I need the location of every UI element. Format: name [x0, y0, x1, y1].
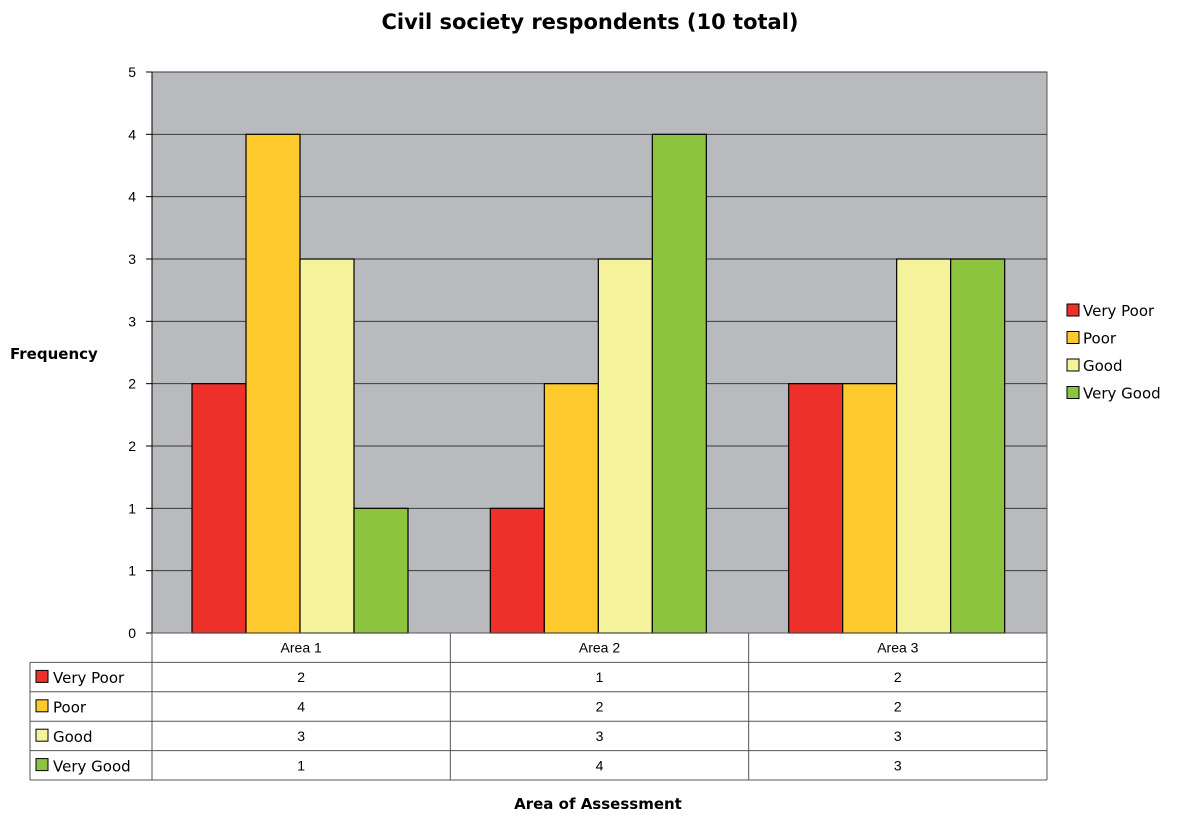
y-tick-label: 5	[128, 64, 136, 80]
legend-label: Good	[1083, 357, 1123, 375]
x-tick-label: Area 3	[877, 640, 918, 656]
y-tick-label: 1	[128, 563, 136, 579]
legend-swatch	[1066, 386, 1080, 399]
legend-label: Very Good	[1083, 385, 1161, 403]
bar	[651, 133, 707, 634]
x-tick-label: Area 2	[579, 640, 620, 656]
table-cell-value: 2	[596, 699, 604, 715]
y-tick-label: 4	[128, 126, 136, 142]
legend-swatch	[1066, 358, 1080, 372]
bars	[191, 133, 1006, 634]
table-cell-value: 3	[894, 757, 902, 773]
table-cell-value: 2	[894, 699, 902, 715]
y-tick-label: 3	[128, 251, 136, 267]
table-cell-value: 3	[297, 728, 305, 744]
table-legend-swatch	[35, 669, 49, 683]
bar	[842, 383, 898, 634]
table-cell-value: 1	[297, 757, 305, 773]
x-tick-label: Area 1	[281, 640, 322, 656]
table-row-label: Good	[53, 728, 93, 746]
y-tick-label: 2	[128, 438, 136, 454]
table-legend-swatch	[35, 699, 49, 713]
table-cell-value: 3	[894, 728, 902, 744]
table-cell-value: 1	[596, 669, 604, 685]
y-axis-ticks: 0 1 1 2 2 3 3 4 4 5	[128, 64, 152, 641]
table-cell-value: 4	[596, 757, 604, 773]
data-table: Area 1 Area 2 Area 3 Very Poor 2 1 2 Poor 4 2 2 Goo…	[29, 632, 1048, 781]
legend: Very Poor Poor Good Very Good	[1066, 302, 1161, 403]
table-cell-value: 2	[297, 669, 305, 685]
legend-swatch	[1066, 303, 1080, 317]
chart-title: Civil society respondents (10 total)	[381, 10, 798, 34]
bar	[896, 258, 952, 634]
legend-swatch	[1066, 331, 1080, 344]
bar	[543, 383, 599, 634]
y-axis-title: Frequency	[10, 345, 98, 363]
bar	[489, 507, 545, 634]
bar	[299, 258, 355, 634]
bar	[788, 383, 844, 634]
table-cell-value: 2	[894, 669, 902, 685]
table-row-label: Very Good	[53, 757, 131, 775]
legend-label: Very Poor	[1083, 302, 1155, 320]
bar	[950, 258, 1006, 634]
table-row-label: Poor	[53, 699, 87, 717]
table-cell-value: 3	[596, 728, 604, 744]
x-axis-title: Area of Assessment	[514, 795, 682, 813]
table-legend-swatch	[35, 758, 49, 772]
table-legend-swatch	[35, 728, 49, 742]
y-tick-label: 1	[128, 500, 136, 516]
y-tick-label: 2	[128, 376, 136, 392]
table-cell-value: 4	[297, 699, 305, 715]
bar	[191, 383, 247, 634]
bar	[597, 258, 653, 634]
y-tick-label: 4	[128, 189, 136, 205]
bar	[245, 133, 301, 634]
bar	[353, 507, 409, 634]
y-tick-label: 0	[128, 625, 136, 641]
legend-label: Poor	[1083, 330, 1117, 348]
y-tick-label: 3	[128, 313, 136, 329]
table-row-label: Very Poor	[53, 669, 125, 687]
